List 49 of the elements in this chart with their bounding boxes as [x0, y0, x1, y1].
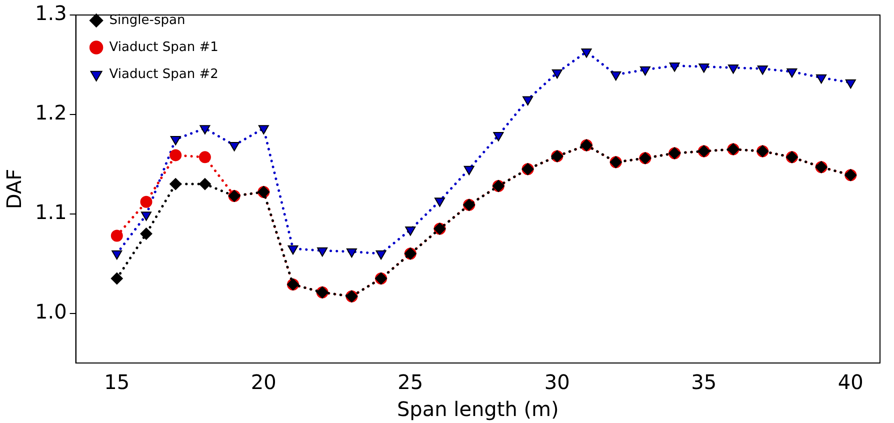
x-tick-label: 40 [838, 370, 864, 394]
point [552, 69, 562, 79]
x-tick-label: 20 [250, 370, 276, 394]
point [376, 250, 386, 260]
point [698, 63, 710, 73]
x-tick-label: 15 [104, 370, 130, 394]
point [110, 230, 123, 242]
point [464, 166, 474, 176]
point [728, 64, 739, 74]
point [581, 48, 592, 58]
y-axis-title: DAF [2, 168, 26, 210]
legend-label: Viaduct Span #2 [109, 66, 218, 82]
point [258, 125, 269, 134]
point [317, 247, 328, 257]
legend-label: Single-span [109, 12, 186, 28]
point [845, 79, 856, 89]
point [140, 228, 152, 240]
point [669, 62, 680, 72]
x-tick-label: 25 [398, 370, 424, 394]
point [346, 248, 357, 258]
point [434, 198, 446, 207]
y-tick-label: 1.0 [34, 299, 67, 324]
y-tick-label: 1.3 [34, 1, 67, 26]
point [610, 71, 622, 81]
legend-label: Viaduct Span #1 [109, 40, 218, 55]
point [786, 68, 798, 78]
point [816, 74, 827, 84]
y-tick-label: 1.2 [34, 100, 67, 125]
point [140, 212, 152, 221]
point [140, 196, 152, 208]
point [112, 250, 122, 260]
point [640, 66, 650, 76]
point [405, 226, 416, 236]
y-tick-label: 1.1 [34, 200, 67, 224]
point [170, 136, 181, 146]
point [288, 245, 298, 255]
point [522, 96, 534, 106]
point [200, 125, 210, 134]
point [110, 272, 123, 284]
x-axis-title: Span length (m) [396, 397, 559, 422]
point [198, 178, 211, 190]
x-tick-label: 35 [691, 370, 717, 394]
point [170, 149, 182, 162]
point [170, 178, 182, 190]
x-tick-label: 30 [544, 370, 570, 394]
point [198, 151, 211, 164]
point [757, 65, 768, 75]
point [493, 132, 504, 142]
point [229, 142, 240, 152]
